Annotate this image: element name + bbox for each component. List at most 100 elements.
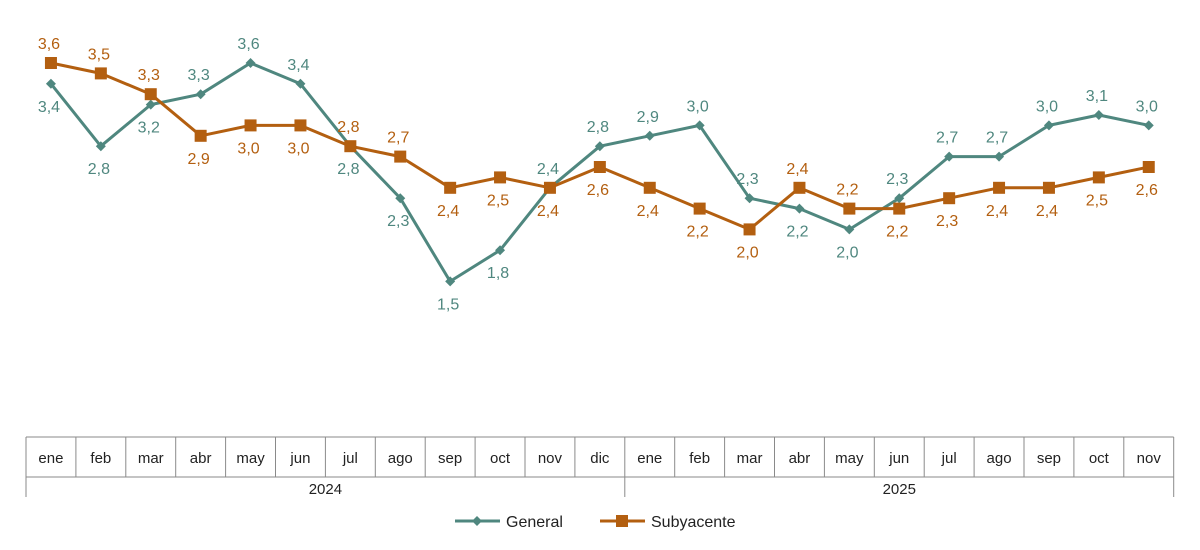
month-tick-label: mar (737, 450, 763, 467)
point-marker-subyacente (94, 67, 107, 80)
series-markers (44, 57, 1155, 287)
point-marker-general (644, 130, 655, 141)
month-tick-label: dic (590, 450, 610, 467)
point-marker-general (1093, 110, 1104, 120)
month-tick-label: feb (689, 450, 710, 467)
point-marker-subyacente (743, 223, 756, 236)
point-marker-subyacente (294, 119, 307, 132)
point-marker-subyacente (793, 181, 806, 194)
point-marker-subyacente (1042, 181, 1055, 194)
data-label-general: 2,7 (986, 130, 1008, 147)
month-tick-label: feb (90, 450, 111, 467)
month-tick-label: oct (1089, 450, 1110, 467)
legend-label-general: General (506, 514, 563, 531)
year-label: 2024 (309, 481, 342, 498)
month-tick-label: jun (289, 450, 310, 467)
point-marker-general (944, 151, 955, 162)
data-label-subyacente: 3,3 (138, 67, 160, 84)
point-marker-subyacente (1142, 161, 1155, 173)
month-tick-label: sep (1037, 450, 1061, 467)
data-labels: 3,4 2,8 3,2 3,3 3,6 3,4 2,8 2,3 1,5 1,8 2,4 2,8 2,9 3… (38, 36, 1158, 313)
month-tick-label: abr (190, 450, 212, 467)
point-marker-general (1143, 120, 1154, 131)
point-marker-general (245, 58, 256, 68)
month-tick-label: jul (941, 450, 957, 467)
data-label-subyacente: 2,5 (487, 192, 509, 209)
point-marker-general (295, 78, 306, 89)
month-tick-label: nov (1137, 450, 1162, 467)
data-label-subyacente: 2,4 (437, 203, 459, 220)
data-label-general: 2,3 (387, 213, 409, 230)
data-label-subyacente: 2,2 (687, 224, 709, 241)
point-marker-general (45, 78, 56, 89)
data-label-subyacente: 2,8 (337, 119, 359, 136)
data-label-subyacente: 2,3 (936, 213, 958, 230)
data-label-general: 2,2 (786, 224, 808, 241)
data-label-general: 3,2 (138, 120, 160, 137)
point-marker-general (95, 141, 106, 152)
category-axis-table: ene feb mar abr may jun jul ago sep oct nov dic ene f… (25, 436, 1175, 498)
point-marker-general (894, 193, 905, 204)
month-tick-label: jun (888, 450, 909, 467)
point-marker-general (195, 89, 206, 100)
data-label-subyacente: 3,6 (38, 36, 60, 53)
data-label-subyacente: 3,0 (237, 140, 259, 157)
point-marker-general (495, 245, 506, 256)
data-label-general: 3,3 (188, 67, 210, 84)
data-label-subyacente: 2,0 (736, 244, 758, 261)
data-label-general: 3,0 (687, 98, 709, 115)
data-label-general: 2,7 (936, 130, 958, 147)
month-tick-label: abr (789, 450, 811, 467)
point-marker-subyacente (344, 140, 357, 153)
point-marker-subyacente (893, 202, 906, 215)
point-marker-subyacente (643, 181, 656, 194)
data-label-subyacente: 2,5 (1086, 192, 1108, 209)
data-label-general: 2,8 (587, 119, 609, 136)
data-label-general: 3,0 (1136, 98, 1158, 115)
month-tick-label: oct (490, 450, 511, 467)
point-marker-general (145, 99, 156, 110)
legend-marker-general (472, 516, 482, 526)
month-tick-label: ago (388, 450, 413, 467)
month-tick-label: sep (438, 450, 462, 467)
point-marker-subyacente (1092, 171, 1105, 184)
data-label-general: 3,4 (287, 57, 309, 74)
data-label-subyacente: 3,0 (287, 140, 309, 157)
point-marker-subyacente (144, 88, 157, 101)
data-label-subyacente: 2,6 (587, 182, 609, 199)
month-tick-label: may (236, 450, 265, 467)
chart-legend: General Subyacente (455, 514, 736, 531)
legend-marker-subyacente (616, 515, 628, 527)
point-marker-subyacente (444, 181, 457, 194)
point-marker-general (594, 141, 605, 152)
month-tick-label: may (835, 450, 864, 467)
point-marker-general (1043, 120, 1054, 131)
data-label-general: 1,5 (437, 296, 459, 313)
point-marker-general (994, 151, 1005, 162)
data-label-general: 3,6 (237, 36, 259, 53)
legend-label-subyacente: Subyacente (651, 514, 736, 531)
data-label-general: 2,3 (886, 171, 908, 188)
point-marker-general (694, 120, 705, 131)
point-marker-general (844, 224, 855, 235)
data-label-subyacente: 3,5 (88, 46, 110, 63)
data-label-subyacente: 2,2 (886, 224, 908, 241)
data-label-subyacente: 2,4 (637, 203, 659, 220)
month-tick-label: ene (637, 450, 662, 467)
point-marker-subyacente (543, 181, 556, 194)
point-marker-general (395, 193, 406, 204)
data-label-general: 2,8 (88, 161, 110, 178)
point-marker-subyacente (943, 192, 956, 205)
point-marker-subyacente (494, 171, 507, 184)
point-marker-subyacente (993, 181, 1006, 194)
data-label-subyacente: 2,2 (836, 182, 858, 199)
data-label-general: 2,8 (337, 161, 359, 178)
point-marker-subyacente (843, 202, 856, 215)
data-label-general: 3,0 (1036, 98, 1058, 115)
month-tick-label: jul (342, 450, 358, 467)
data-label-subyacente: 2,6 (1136, 182, 1158, 199)
data-label-general: 1,8 (487, 265, 509, 282)
point-marker-general (794, 203, 805, 214)
data-label-subyacente: 2,9 (188, 151, 210, 168)
